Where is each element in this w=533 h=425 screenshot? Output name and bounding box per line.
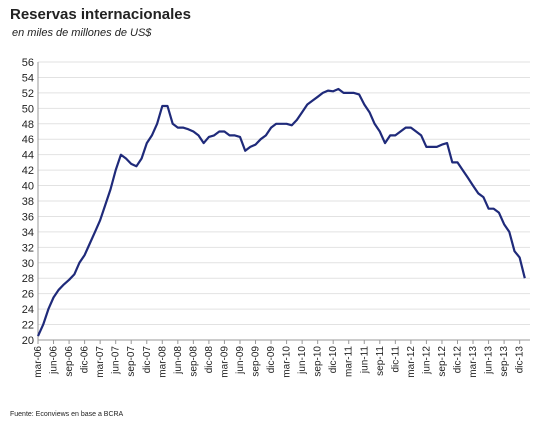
x-tick-label: sep-08	[188, 346, 199, 377]
x-tick-label: sep-10	[313, 346, 324, 377]
x-tick-label: sep-06	[64, 346, 75, 377]
chart-subtitle: en miles de millones de US$	[12, 27, 152, 39]
y-tick-label: 52	[22, 88, 34, 100]
x-tick-label: sep-11	[375, 346, 386, 376]
x-tick-label: mar-07	[95, 346, 106, 378]
x-tick-label: jun-07	[111, 346, 122, 375]
y-tick-label: 44	[22, 150, 34, 162]
y-tick-label: 28	[22, 273, 34, 285]
x-tick-label: dic-11	[390, 346, 401, 373]
y-tick-label: 36	[22, 211, 34, 223]
x-tick-label: dic-07	[142, 346, 153, 374]
y-tick-label: 42	[22, 165, 34, 177]
y-tick-label: 34	[22, 227, 34, 239]
y-tick-label: 48	[22, 119, 34, 131]
x-tick-label: dic-06	[80, 346, 91, 374]
x-tick-label: mar-09	[219, 346, 230, 378]
x-tick-label: mar-11	[344, 346, 355, 377]
y-tick-label: 26	[22, 289, 34, 301]
x-tick-label: jun-10	[297, 346, 308, 375]
y-tick-label: 24	[22, 304, 34, 316]
y-tick-label: 40	[22, 181, 34, 193]
source-note: Fuente: Econviews en base a BCRA	[10, 411, 124, 418]
x-tick-label: mar-10	[282, 346, 293, 378]
x-tick-label: sep-07	[126, 346, 137, 377]
y-tick-label: 22	[22, 320, 34, 332]
x-tick-label: dic-10	[328, 346, 339, 374]
y-tick-label: 56	[22, 57, 34, 69]
y-tick-label: 30	[22, 258, 34, 270]
x-tick-label: jun-12	[421, 346, 432, 375]
x-tick-label: mar-08	[157, 346, 168, 378]
y-tick-label: 38	[22, 196, 34, 208]
x-tick-label: sep-13	[499, 346, 510, 377]
x-tick-label: jun-11	[359, 346, 370, 374]
chart-title: Reservas internacionales	[10, 6, 191, 23]
x-tick-label: dic-12	[452, 346, 463, 374]
y-tick-label: 54	[22, 72, 34, 84]
x-tick-label: jun-08	[173, 346, 184, 375]
x-tick-label: jun-13	[484, 346, 495, 375]
y-tick-label: 20	[22, 335, 34, 347]
x-tick-label: jun-06	[49, 346, 60, 375]
x-tick-label: dic-09	[266, 346, 277, 374]
x-tick-label: dic-08	[204, 346, 215, 374]
y-tick-label: 46	[22, 134, 34, 146]
x-tick-label: sep-12	[437, 346, 448, 377]
y-tick-label: 50	[22, 103, 34, 115]
data-line	[36, 87, 526, 337]
y-tick-label: 32	[22, 242, 34, 254]
x-tick-label: jun-09	[235, 346, 246, 375]
x-tick-label: dic-13	[515, 346, 526, 374]
x-tick-label: mar-06	[33, 346, 44, 378]
x-tick-label: mar-13	[468, 346, 479, 378]
x-tick-label: mar-12	[406, 346, 417, 378]
x-tick-label: sep-09	[251, 346, 262, 377]
